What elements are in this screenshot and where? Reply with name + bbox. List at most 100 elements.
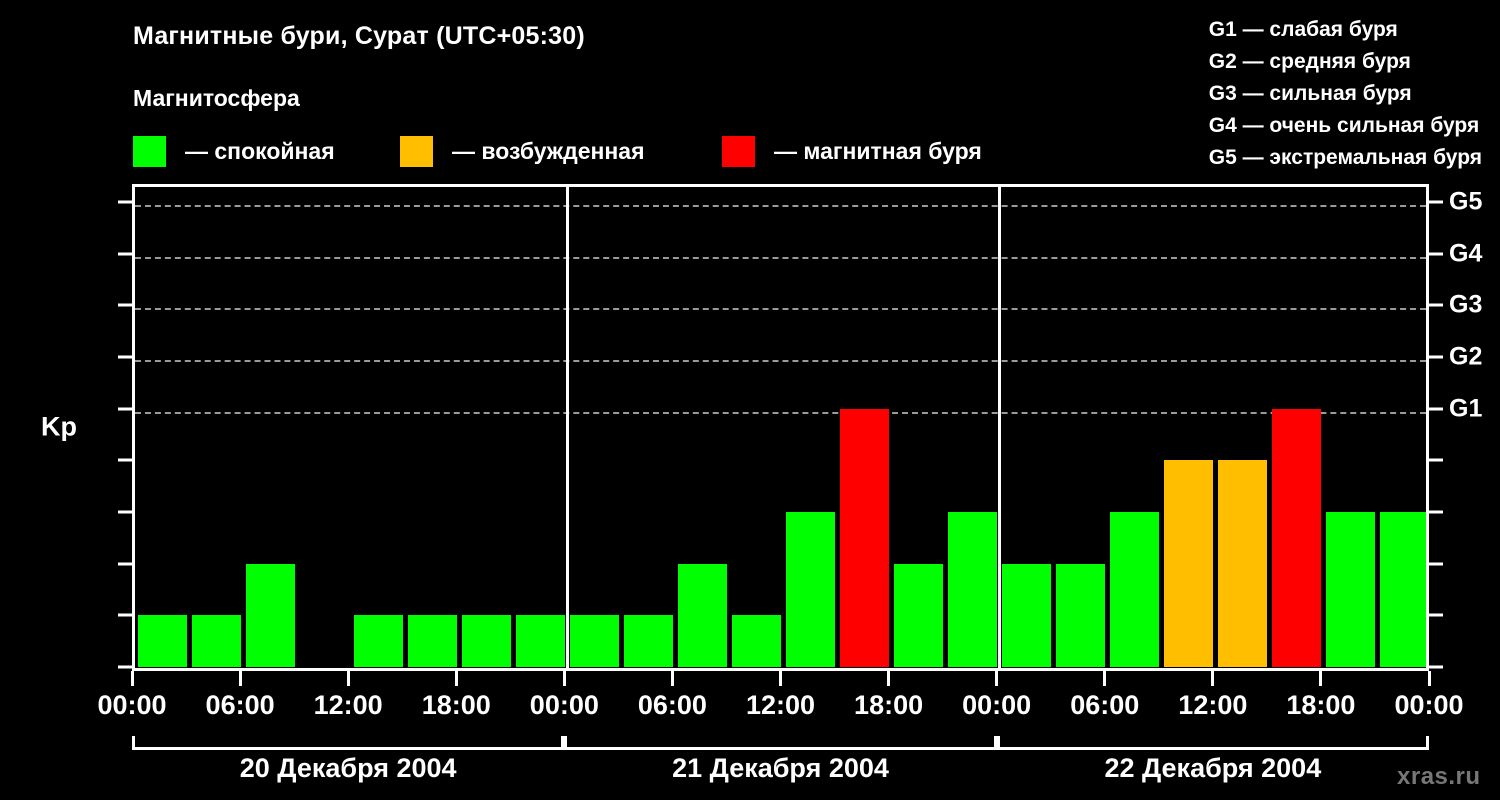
bar-calm-10 xyxy=(677,563,727,667)
g-axis-tick-mark-kp-7 xyxy=(1429,303,1443,307)
day-divider-2 xyxy=(998,187,1002,668)
y-tick-mark-5 xyxy=(118,407,132,411)
legend-entry-unsettled: — возбужденная xyxy=(400,134,645,168)
bar-calm-17 xyxy=(1056,563,1106,667)
date-bracket-3 xyxy=(996,736,1429,750)
y-tick-mark-2 xyxy=(118,562,132,566)
date-label-1: 20 Декабря 2004 xyxy=(239,753,457,783)
y-tick-mark-3 xyxy=(118,510,132,514)
legend-swatch-calm xyxy=(133,135,166,167)
x-tick-mark-10 xyxy=(1211,671,1215,686)
x-tick-label-8: 00:00 xyxy=(962,690,1032,720)
x-tick-label-1: 06:00 xyxy=(205,690,275,720)
g-axis-tick-mark-kp-5 xyxy=(1429,407,1443,411)
g-axis-tick-mark-kp-6 xyxy=(1429,355,1443,359)
gridline-kp-5 xyxy=(135,411,1426,414)
legend-label-storm: — магнитная буря xyxy=(774,137,982,164)
gridline-kp-9 xyxy=(135,205,1426,207)
y-tick-mark-0 xyxy=(118,665,132,669)
bar-calm-16 xyxy=(1002,563,1052,667)
g-scale-row-1: G1 — слабая буря xyxy=(1208,18,1398,41)
legend-entry-calm: — спокойная xyxy=(133,134,335,168)
g-axis-tick-mark-kp-4 xyxy=(1429,458,1443,462)
bar-calm-15 xyxy=(948,512,998,667)
y-axis-title: Kp xyxy=(41,411,77,442)
x-tick-mark-3 xyxy=(454,671,458,686)
y-tick-mark-7 xyxy=(118,303,132,307)
bar-calm-14 xyxy=(894,563,944,667)
x-tick-label-5: 06:00 xyxy=(637,690,707,720)
bar-calm-18 xyxy=(1110,512,1160,667)
g-scale-row-3: G3 — сильная буря xyxy=(1208,82,1412,105)
plot-area xyxy=(132,184,1429,671)
x-tick-label-4: 00:00 xyxy=(529,690,599,720)
bar-calm-11 xyxy=(731,615,781,667)
page-title: Магнитные бури, Сурат (UTC+05:30) xyxy=(133,22,585,50)
legend-label-calm: — спокойная xyxy=(185,137,335,164)
g-axis-label-G5: G5 xyxy=(1449,187,1483,216)
bar-storm-13 xyxy=(840,408,890,667)
legend-swatch-unsettled xyxy=(400,135,433,167)
g-axis-tick-mark-kp-1 xyxy=(1429,613,1443,617)
g-axis-tick-mark-kp-3 xyxy=(1429,510,1443,514)
date-label-2: 21 Декабря 2004 xyxy=(672,753,889,783)
x-tick-mark-7 xyxy=(887,671,891,686)
y-tick-mark-1 xyxy=(118,613,132,617)
watermark: xras.ru xyxy=(1397,763,1481,790)
bar-calm-6 xyxy=(461,615,511,667)
g-axis-label-G4: G4 xyxy=(1449,239,1483,268)
x-tick-label-10: 12:00 xyxy=(1178,690,1248,720)
gridline-kp-8 xyxy=(135,256,1426,259)
g-scale-row-4: G4 — очень сильная буря xyxy=(1208,114,1480,137)
bar-calm-2 xyxy=(245,563,295,667)
bar-calm-5 xyxy=(407,615,457,667)
bar-calm-22 xyxy=(1326,512,1376,667)
bar-storm-21 xyxy=(1272,408,1322,667)
x-tick-mark-6 xyxy=(779,671,782,686)
g-axis-tick-mark-kp-2 xyxy=(1429,562,1443,566)
g-scale-legend: G1 — слабая буря G2 — средняя буря G3 — си… xyxy=(1209,14,1482,174)
x-tick-label-12: 00:00 xyxy=(1394,690,1464,720)
bar-calm-4 xyxy=(353,615,403,667)
day-divider-1 xyxy=(565,187,569,668)
gridline-kp-7 xyxy=(135,308,1426,311)
x-tick-mark-11 xyxy=(1319,671,1323,686)
g-axis-label-G3: G3 xyxy=(1449,290,1483,319)
x-tick-label-2: 12:00 xyxy=(313,690,383,720)
legend-entry-storm: — магнитная буря xyxy=(722,134,982,168)
g-scale-row-5: G5 — экстремальная буря xyxy=(1208,146,1482,169)
x-tick-mark-9 xyxy=(1103,671,1107,686)
y-tick-mark-9 xyxy=(118,200,132,204)
x-tick-label-7: 18:00 xyxy=(854,690,924,720)
x-tick-mark-1 xyxy=(238,671,242,686)
date-bracket-1 xyxy=(132,736,565,750)
x-tick-label-9: 06:00 xyxy=(1070,690,1140,720)
date-label-3: 22 Декабря 2004 xyxy=(1104,753,1322,783)
x-tick-mark-12 xyxy=(1427,671,1431,686)
g-axis-tick-mark-kp-0 xyxy=(1429,665,1443,669)
g-scale-row-2: G2 — средняя буря xyxy=(1208,50,1411,73)
x-tick-label-3: 18:00 xyxy=(421,690,491,720)
date-bracket-2 xyxy=(564,736,997,750)
x-tick-label-0: 00:00 xyxy=(97,690,167,720)
legend-label-unsettled: — возбужденная xyxy=(452,137,645,164)
g-axis-label-G2: G2 xyxy=(1449,342,1483,371)
y-tick-mark-4 xyxy=(118,458,132,462)
x-tick-label-6: 12:00 xyxy=(745,690,816,720)
bar-calm-23 xyxy=(1380,512,1426,667)
y-tick-mark-8 xyxy=(118,252,132,256)
y-tick-mark-6 xyxy=(118,355,132,359)
g-axis-label-G1: G1 xyxy=(1449,394,1483,423)
g-axis-tick-mark-kp-9 xyxy=(1429,200,1443,204)
bar-calm-0 xyxy=(137,615,187,667)
gridline-kp-6 xyxy=(135,360,1426,362)
bar-calm-9 xyxy=(623,615,673,667)
x-tick-label-11: 18:00 xyxy=(1286,690,1356,720)
bar-calm-12 xyxy=(786,512,836,667)
x-tick-mark-0 xyxy=(130,671,134,686)
bar-calm-1 xyxy=(191,615,241,667)
g-axis-tick-mark-kp-8 xyxy=(1429,252,1443,256)
magnetosphere-heading: Магнитосфера xyxy=(133,85,300,111)
x-tick-mark-2 xyxy=(346,671,350,686)
bar-calm-8 xyxy=(569,615,619,667)
